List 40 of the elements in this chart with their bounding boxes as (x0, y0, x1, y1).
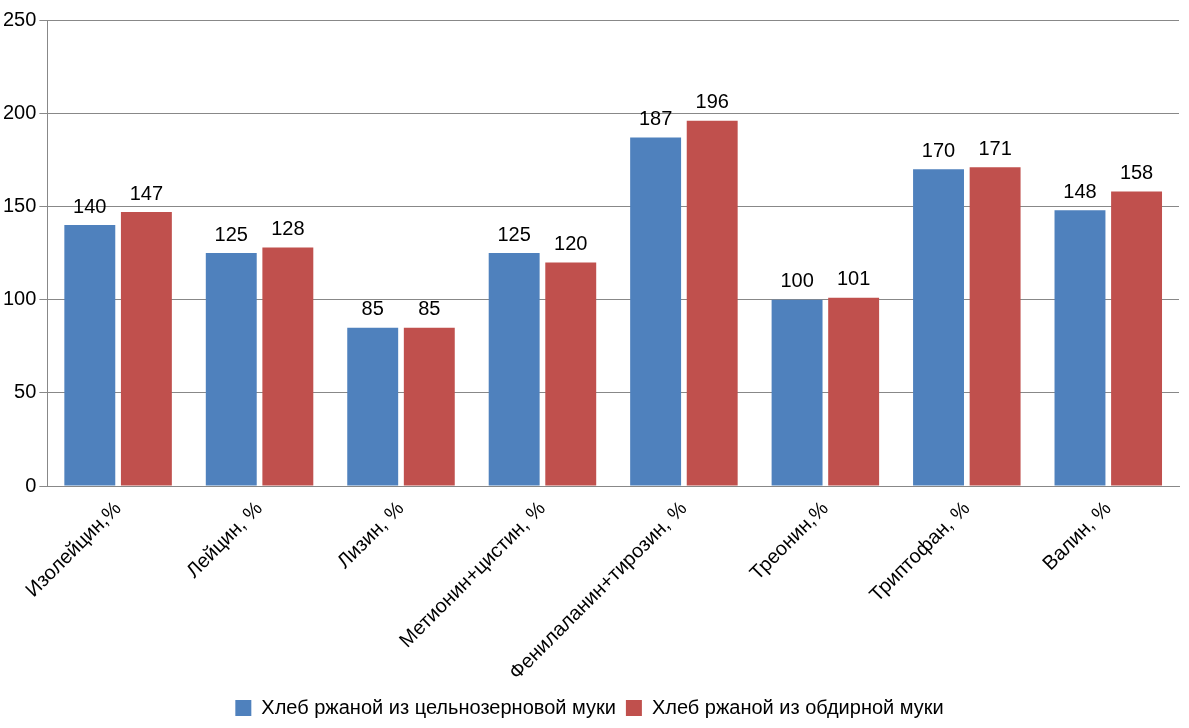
legend-label: Хлеб ржаной из цельнозерновой муки (261, 695, 616, 718)
bar (828, 297, 880, 486)
data-label: 147 (129, 181, 164, 204)
y-tick-label: 100 (2, 287, 37, 310)
bar (488, 253, 540, 486)
data-label: 170 (921, 138, 956, 161)
bar (120, 212, 172, 486)
y-tick-label: 50 (14, 380, 37, 403)
y-tick-label: 150 (2, 193, 37, 216)
bar (347, 327, 399, 486)
bar (630, 137, 682, 486)
bar (262, 247, 314, 486)
bar (64, 225, 116, 486)
y-tick-label: 200 (2, 100, 37, 123)
bar (403, 327, 455, 486)
data-label: 171 (978, 136, 1012, 159)
bar (1111, 191, 1163, 486)
data-label: 187 (638, 106, 673, 129)
bar (545, 262, 597, 486)
data-label: 120 (554, 231, 588, 254)
data-label: 196 (695, 90, 729, 113)
bar (969, 167, 1021, 486)
bar (205, 253, 257, 486)
data-label: 100 (780, 269, 814, 292)
bar (771, 299, 823, 486)
bar (686, 120, 738, 486)
data-label: 148 (1063, 179, 1097, 202)
y-tick-label: 0 (25, 473, 37, 496)
data-label: 125 (497, 222, 531, 245)
data-label: 128 (271, 216, 305, 239)
data-label: 158 (1119, 161, 1154, 184)
data-label: 85 (418, 297, 441, 320)
data-label: 101 (836, 267, 871, 290)
data-label: 85 (361, 297, 384, 320)
y-tick-label: 250 (2, 7, 37, 30)
legend-label: Хлеб ржаной из обдирной муки (651, 695, 944, 718)
data-label: 140 (73, 194, 107, 217)
bar (913, 169, 964, 486)
data-label: 125 (214, 222, 248, 245)
bar (1054, 210, 1106, 486)
